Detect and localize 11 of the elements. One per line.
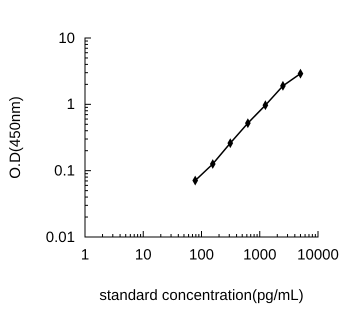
x-tick-label: 10000 <box>297 246 339 264</box>
x-tick-label: 10 <box>134 246 152 264</box>
x-tick-label: 1000 <box>243 246 276 264</box>
y-tick-label: 10 <box>58 30 75 47</box>
x-tick-label: 100 <box>188 246 214 264</box>
y-tick-label: 0.1 <box>54 162 75 180</box>
y-tick-label: 1 <box>66 96 75 114</box>
x-tick-label: 1 <box>80 246 90 264</box>
y-tick-label: 0.01 <box>46 228 75 246</box>
y-axis-title: O.D(450nm) <box>7 96 24 179</box>
x-axis-title: standard concentration(pg/mL) <box>99 287 304 304</box>
